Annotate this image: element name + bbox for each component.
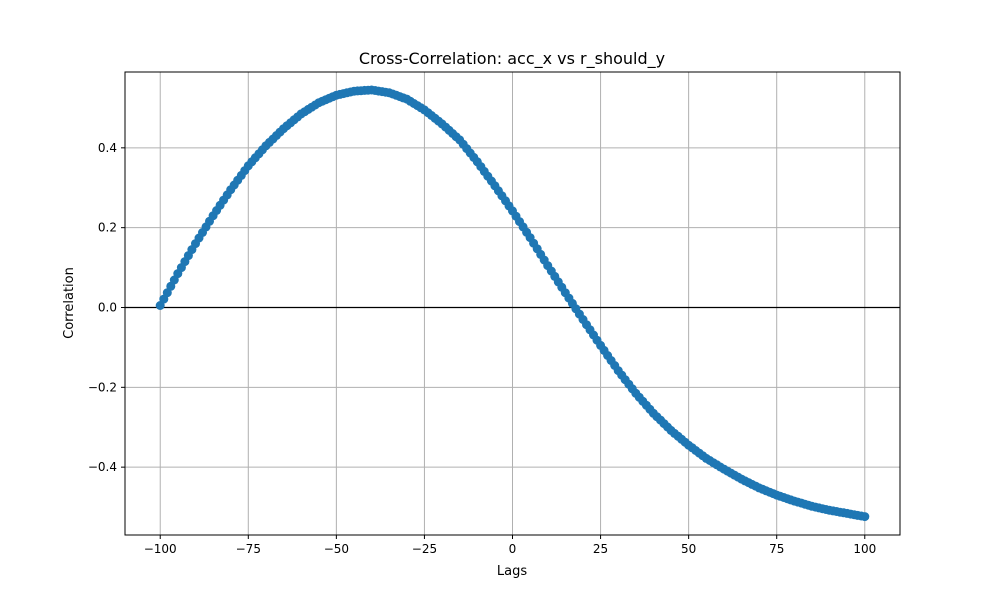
x-tick-label: 0 <box>509 542 517 556</box>
x-tick-label: −75 <box>236 542 261 556</box>
grid-layer <box>125 72 900 535</box>
x-axis-label: Lags <box>497 564 527 579</box>
series-layer <box>155 85 870 522</box>
y-tick-label: −0.4 <box>88 460 117 474</box>
ticks-layer: −100 −75 −50 −25 0 25 50 75 100 −0.4 −0.2 0.0 0.2 0.4 <box>88 141 876 556</box>
x-tick-label: −50 <box>324 542 349 556</box>
y-tick-label: −0.2 <box>88 380 117 394</box>
x-tick-label: 100 <box>853 542 876 556</box>
x-tick-label: −25 <box>412 542 437 556</box>
x-tick-label: 50 <box>681 542 696 556</box>
y-axis-label: Correlation <box>62 267 77 339</box>
y-tick-label: 0.0 <box>98 300 117 314</box>
x-tick-label: −100 <box>144 542 177 556</box>
series-point <box>860 512 870 522</box>
y-tick-label: 0.4 <box>98 141 117 155</box>
x-tick-label: 25 <box>593 542 608 556</box>
chart-title: Cross-Correlation: acc_x vs r_should_y <box>359 49 665 69</box>
y-tick-label: 0.2 <box>98 221 117 235</box>
x-tick-label: 75 <box>769 542 784 556</box>
